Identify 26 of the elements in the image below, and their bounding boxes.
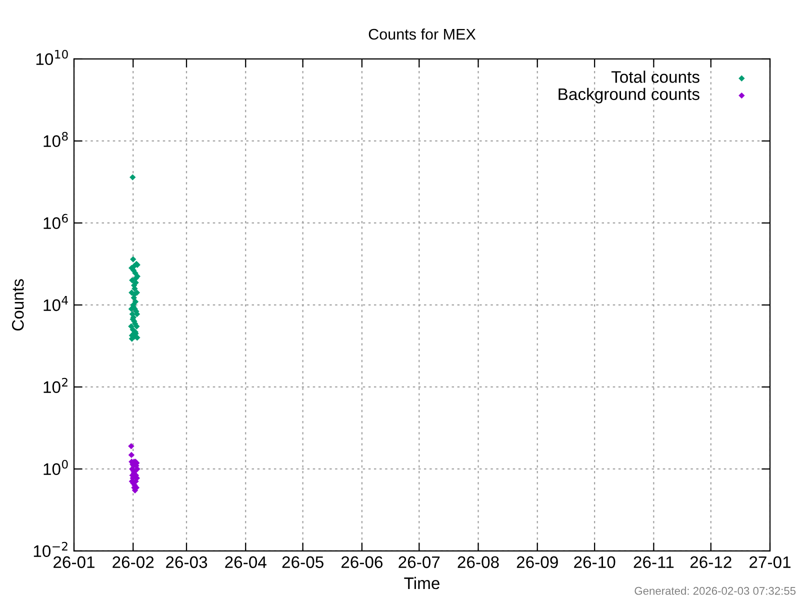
legend-label: Background counts xyxy=(558,88,700,104)
x-tick-label: 27-01 xyxy=(750,556,790,568)
x-tick-label: 26-12 xyxy=(690,556,732,568)
y-tick-label: 10$^{0}$ xyxy=(44,460,68,476)
x-tick-label: 26-05 xyxy=(282,556,324,568)
y-tick-label: 10$^{4}$ xyxy=(44,296,68,312)
chart-title: Counts for MEX xyxy=(368,28,476,40)
y-tick-label: 10$^{6}$ xyxy=(44,214,68,230)
x-tick-label: 26-04 xyxy=(225,556,266,568)
x-tick-label: 26-03 xyxy=(166,556,208,568)
x-tick-label: 26-09 xyxy=(516,556,558,568)
x-tick-label: 26-08 xyxy=(458,556,499,568)
x-tick-label: 26-06 xyxy=(341,556,383,568)
text: Generated: 2026-02-03 07:32:55 xyxy=(634,586,796,595)
x-tick-label: 26-07 xyxy=(398,556,440,568)
x-axis-title: Time xyxy=(404,576,440,590)
x-tick-label: 26-11 xyxy=(634,556,674,568)
x-tick-label: 26-01 xyxy=(54,556,94,568)
y-axis-title: Counts xyxy=(12,279,24,331)
x-tick-label: 26-02 xyxy=(112,556,154,568)
y-tick-label: 10$^{10}$ xyxy=(36,50,68,66)
y-tick-label: 10$^{8}$ xyxy=(44,132,68,148)
y-tick-label: 10$^{−2}$ xyxy=(34,542,68,558)
legend-label: Total counts xyxy=(611,70,700,83)
y-tick-label: 10$^{2}$ xyxy=(44,378,68,394)
x-tick-label: 26-10 xyxy=(574,556,616,568)
